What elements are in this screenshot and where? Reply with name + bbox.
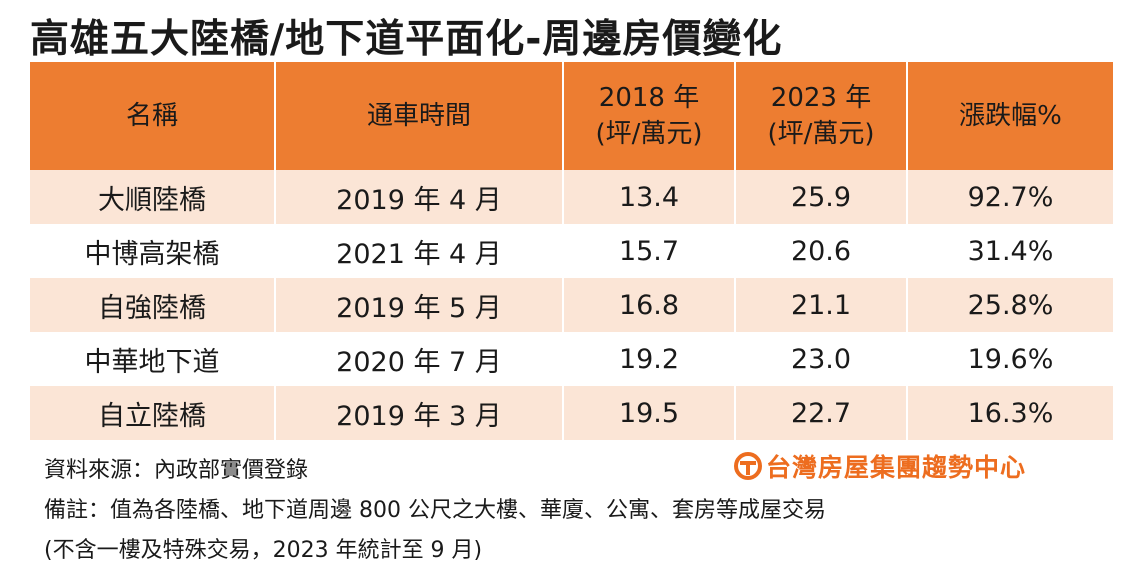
cell-price-2023: 25.9 (735, 170, 908, 224)
cell-change: 16.3% (907, 386, 1113, 440)
cell-price-2023: 20.6 (735, 224, 908, 278)
cell-name: 大順陸橋 (30, 170, 276, 224)
header-2018-unit: (坪/萬元) (595, 119, 703, 149)
table-row: 中華地下道 2020 年 7 月 19.2 23.0 19.6% (30, 332, 1113, 386)
cell-open-date: 2021 年 4 月 (275, 224, 564, 278)
header-2018: 2018 年 (坪/萬元) (563, 62, 736, 170)
table-row: 自強陸橋 2019 年 5 月 16.8 21.1 25.8% (30, 278, 1113, 332)
header-name: 名稱 (30, 62, 276, 170)
cell-change: 92.7% (907, 170, 1113, 224)
table-row: 大順陸橋 2019 年 4 月 13.4 25.9 92.7% (30, 170, 1113, 224)
table-header-row: 名稱 通車時間 2018 年 (坪/萬元) 2023 年 (坪/萬元) 漲跌幅% (30, 62, 1113, 170)
price-change-table: 名稱 通車時間 2018 年 (坪/萬元) 2023 年 (坪/萬元) 漲跌幅%… (30, 62, 1113, 440)
cell-price-2023: 23.0 (735, 332, 908, 386)
cell-name: 中華地下道 (30, 332, 276, 386)
header-2023: 2023 年 (坪/萬元) (735, 62, 908, 170)
header-2018-year: 2018 年 (598, 82, 700, 113)
cell-open-date: 2019 年 3 月 (275, 386, 564, 440)
data-source-note: 資料來源：內政部實價登錄 (44, 458, 309, 483)
cell-price-2018: 19.5 (563, 386, 736, 440)
cell-price-2018: 13.4 (563, 170, 736, 224)
cell-name: 中博高架橋 (30, 224, 276, 278)
cell-price-2018: 15.7 (563, 224, 736, 278)
cell-open-date: 2019 年 5 月 (275, 278, 564, 332)
header-open-date: 通車時間 (275, 62, 564, 170)
cell-open-date: 2020 年 7 月 (275, 332, 564, 386)
taiwan-realty-logo-icon (734, 452, 762, 480)
cell-price-2018: 19.2 (563, 332, 736, 386)
cell-change: 25.8% (907, 278, 1113, 332)
cell-change: 19.6% (907, 332, 1113, 386)
cell-price-2023: 21.1 (735, 278, 908, 332)
header-change: 漲跌幅% (907, 62, 1113, 170)
header-2023-unit: (坪/萬元) (767, 119, 875, 149)
remark-note: 備註：值為各陸橋、地下道周邊 800 公尺之大樓、華廈、公寓、套房等成屋交易 (44, 498, 826, 523)
cell-name: 自立陸橋 (30, 386, 276, 440)
page-title: 高雄五大陸橋/地下道平面化-周邊房價變化 (30, 17, 783, 62)
header-2023-year: 2023 年 (770, 82, 872, 113)
table-row: 自立陸橋 2019 年 3 月 19.5 22.7 16.3% (30, 386, 1113, 440)
cell-change: 31.4% (907, 224, 1113, 278)
table-row: 中博高架橋 2021 年 4 月 15.7 20.6 31.4% (30, 224, 1113, 278)
cell-open-date: 2019 年 4 月 (275, 170, 564, 224)
cell-name: 自強陸橋 (30, 278, 276, 332)
brand-logo: 台灣房屋集團趨勢中心 (734, 448, 1026, 484)
cell-price-2018: 16.8 (563, 278, 736, 332)
remark-note-continued: (不含一樓及特殊交易，2023 年統計至 9 月) (44, 538, 483, 563)
logo-text: 台灣房屋集團趨勢中心 (766, 453, 1027, 482)
cell-price-2023: 22.7 (735, 386, 908, 440)
